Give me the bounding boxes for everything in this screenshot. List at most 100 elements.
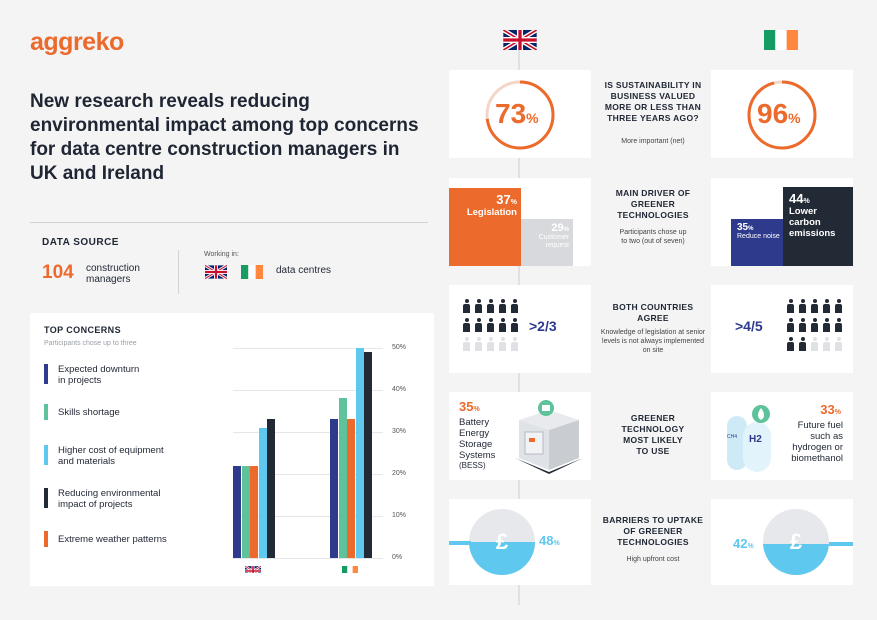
question-title: GREENER TECHNOLOGY MOST LIKELY TO USE [621, 413, 685, 456]
ie-technology-card: CH4 H2 33% Future fuel such as hydrogen … [711, 392, 853, 480]
ireland-flag-icon [764, 30, 798, 50]
person-icon [499, 299, 506, 313]
person-icon [811, 299, 818, 313]
divider [178, 250, 179, 294]
y-tick-label: 50% [392, 344, 407, 351]
person-icon [511, 318, 518, 332]
ie-fuel-label: Future fuel such as hydrogen or biometha… [791, 420, 843, 464]
person-icon [835, 318, 842, 332]
person-icon [823, 299, 830, 313]
legend-swatch [44, 404, 48, 420]
person-icon [787, 299, 794, 313]
top-concerns-card: TOP CONCERNS Participants chose up to th… [30, 313, 434, 586]
legislation-bar: 37% Legislation [449, 188, 521, 266]
y-tick-label: 0% [392, 554, 403, 561]
hydrogen-tank-icon: CH4 H2 [727, 405, 771, 472]
people-icon-grid [463, 299, 523, 359]
uk-driver-card: 37% Legislation 29% Customer request [449, 178, 591, 266]
progress-ring [485, 80, 555, 150]
gridline [233, 348, 383, 349]
top-concerns-title: TOP CONCERNS [44, 325, 121, 335]
uk-agree-card: >2/3 [449, 285, 591, 373]
participant-label: construction managers [86, 263, 140, 285]
uk-technology-card: 35% Battery Energy Storage Systems (BESS… [449, 392, 591, 480]
chart-bar [267, 419, 275, 558]
legend-item: Reducing environmental impact of projects [44, 488, 160, 510]
legend-item: Skills shortage [44, 404, 120, 420]
y-tick-label: 20% [392, 470, 407, 477]
question-subtitle: High upfront cost [626, 556, 680, 563]
page-title: New research reveals reducing environmen… [30, 91, 419, 184]
question-subtitle: Knowledge of legislation at senior level… [600, 329, 706, 354]
person-icon [487, 318, 494, 332]
chart-bar [364, 352, 372, 558]
chart-bar [241, 465, 250, 558]
pound-coin-icon: £ [763, 509, 829, 575]
question-title: BARRIERS TO UPTAKE OF GREENER TECHNOLOGI… [602, 515, 704, 547]
uk-flag-icon [205, 265, 227, 279]
chart-bar [258, 427, 267, 558]
legend-swatch [44, 445, 48, 465]
customer-request-bar: 29% Customer request [521, 219, 573, 266]
chart-bar [330, 419, 338, 558]
ie-cost-value: 42% [733, 536, 754, 551]
people-icon-grid [787, 299, 847, 359]
reduce-noise-bar: 35% Reduce noise [731, 219, 783, 266]
uk-bess-abbr: (BESS) [459, 461, 486, 470]
chart-bar [338, 398, 347, 558]
person-icon [475, 299, 482, 313]
person-icon [799, 299, 806, 313]
person-icon [787, 337, 794, 351]
person-icon [811, 318, 818, 332]
person-icon [823, 318, 830, 332]
legend-swatch [44, 488, 48, 508]
person-icon [463, 318, 470, 332]
person-icon [823, 337, 830, 351]
ie-agree-value: >4/5 [735, 318, 763, 334]
person-icon [835, 337, 842, 351]
divider [829, 542, 853, 546]
legend-swatch [44, 364, 48, 384]
person-icon [487, 299, 494, 313]
gridline [233, 432, 383, 433]
person-icon [511, 299, 518, 313]
question-title: BOTH COUNTRIES AGREE [612, 302, 694, 323]
h2-label: H2 [749, 434, 762, 445]
progress-ring [747, 80, 817, 150]
person-icon [511, 337, 518, 351]
person-icon [799, 337, 806, 351]
ie-sustainability-value: 96% [757, 98, 801, 129]
pound-coin-icon: £ [469, 509, 535, 575]
ch4-label: CH4 [727, 434, 737, 440]
question-subtitle: Participants chose up to two (out of sev… [619, 229, 687, 245]
y-tick-label: 30% [392, 428, 407, 435]
gridline [233, 516, 383, 517]
question-title: MAIN DRIVER OF GREENER TECHNOLOGIES [615, 188, 691, 220]
person-icon [799, 318, 806, 332]
ie-driver-card: 35% Reduce noise 44% Lower carbon emissi… [711, 178, 853, 266]
gridline [233, 558, 383, 559]
person-icon [499, 318, 506, 332]
uk-cost-value: 48% [539, 533, 560, 548]
legend-item: Expected downturn in projects [44, 364, 139, 386]
legend-item: Extreme weather patterns [44, 531, 167, 547]
lower-carbon-bar: 44% Lower carbon emissions [783, 187, 853, 266]
aggreko-logo[interactable]: aggreko [30, 28, 124, 56]
person-icon [499, 337, 506, 351]
person-icon [835, 299, 842, 313]
top-concerns-subtitle: Participants chose up to three [44, 340, 137, 347]
person-icon [787, 318, 794, 332]
person-icon [463, 299, 470, 313]
person-icon [463, 337, 470, 351]
divider [30, 222, 428, 223]
uk-barrier-card: £ 48% [449, 499, 591, 585]
battery-storage-icon [515, 400, 583, 474]
legend-item: Higher cost of equipment and materials [44, 445, 164, 467]
uk-sustainability-card: 73% [449, 70, 591, 158]
ie-barrier-card: 42% £ [711, 499, 853, 585]
chart-bar [347, 419, 355, 558]
legend-swatch [44, 531, 48, 547]
uk-flag-icon [503, 30, 537, 50]
ireland-flag-icon [342, 563, 358, 573]
participant-count: 104 [42, 262, 74, 283]
